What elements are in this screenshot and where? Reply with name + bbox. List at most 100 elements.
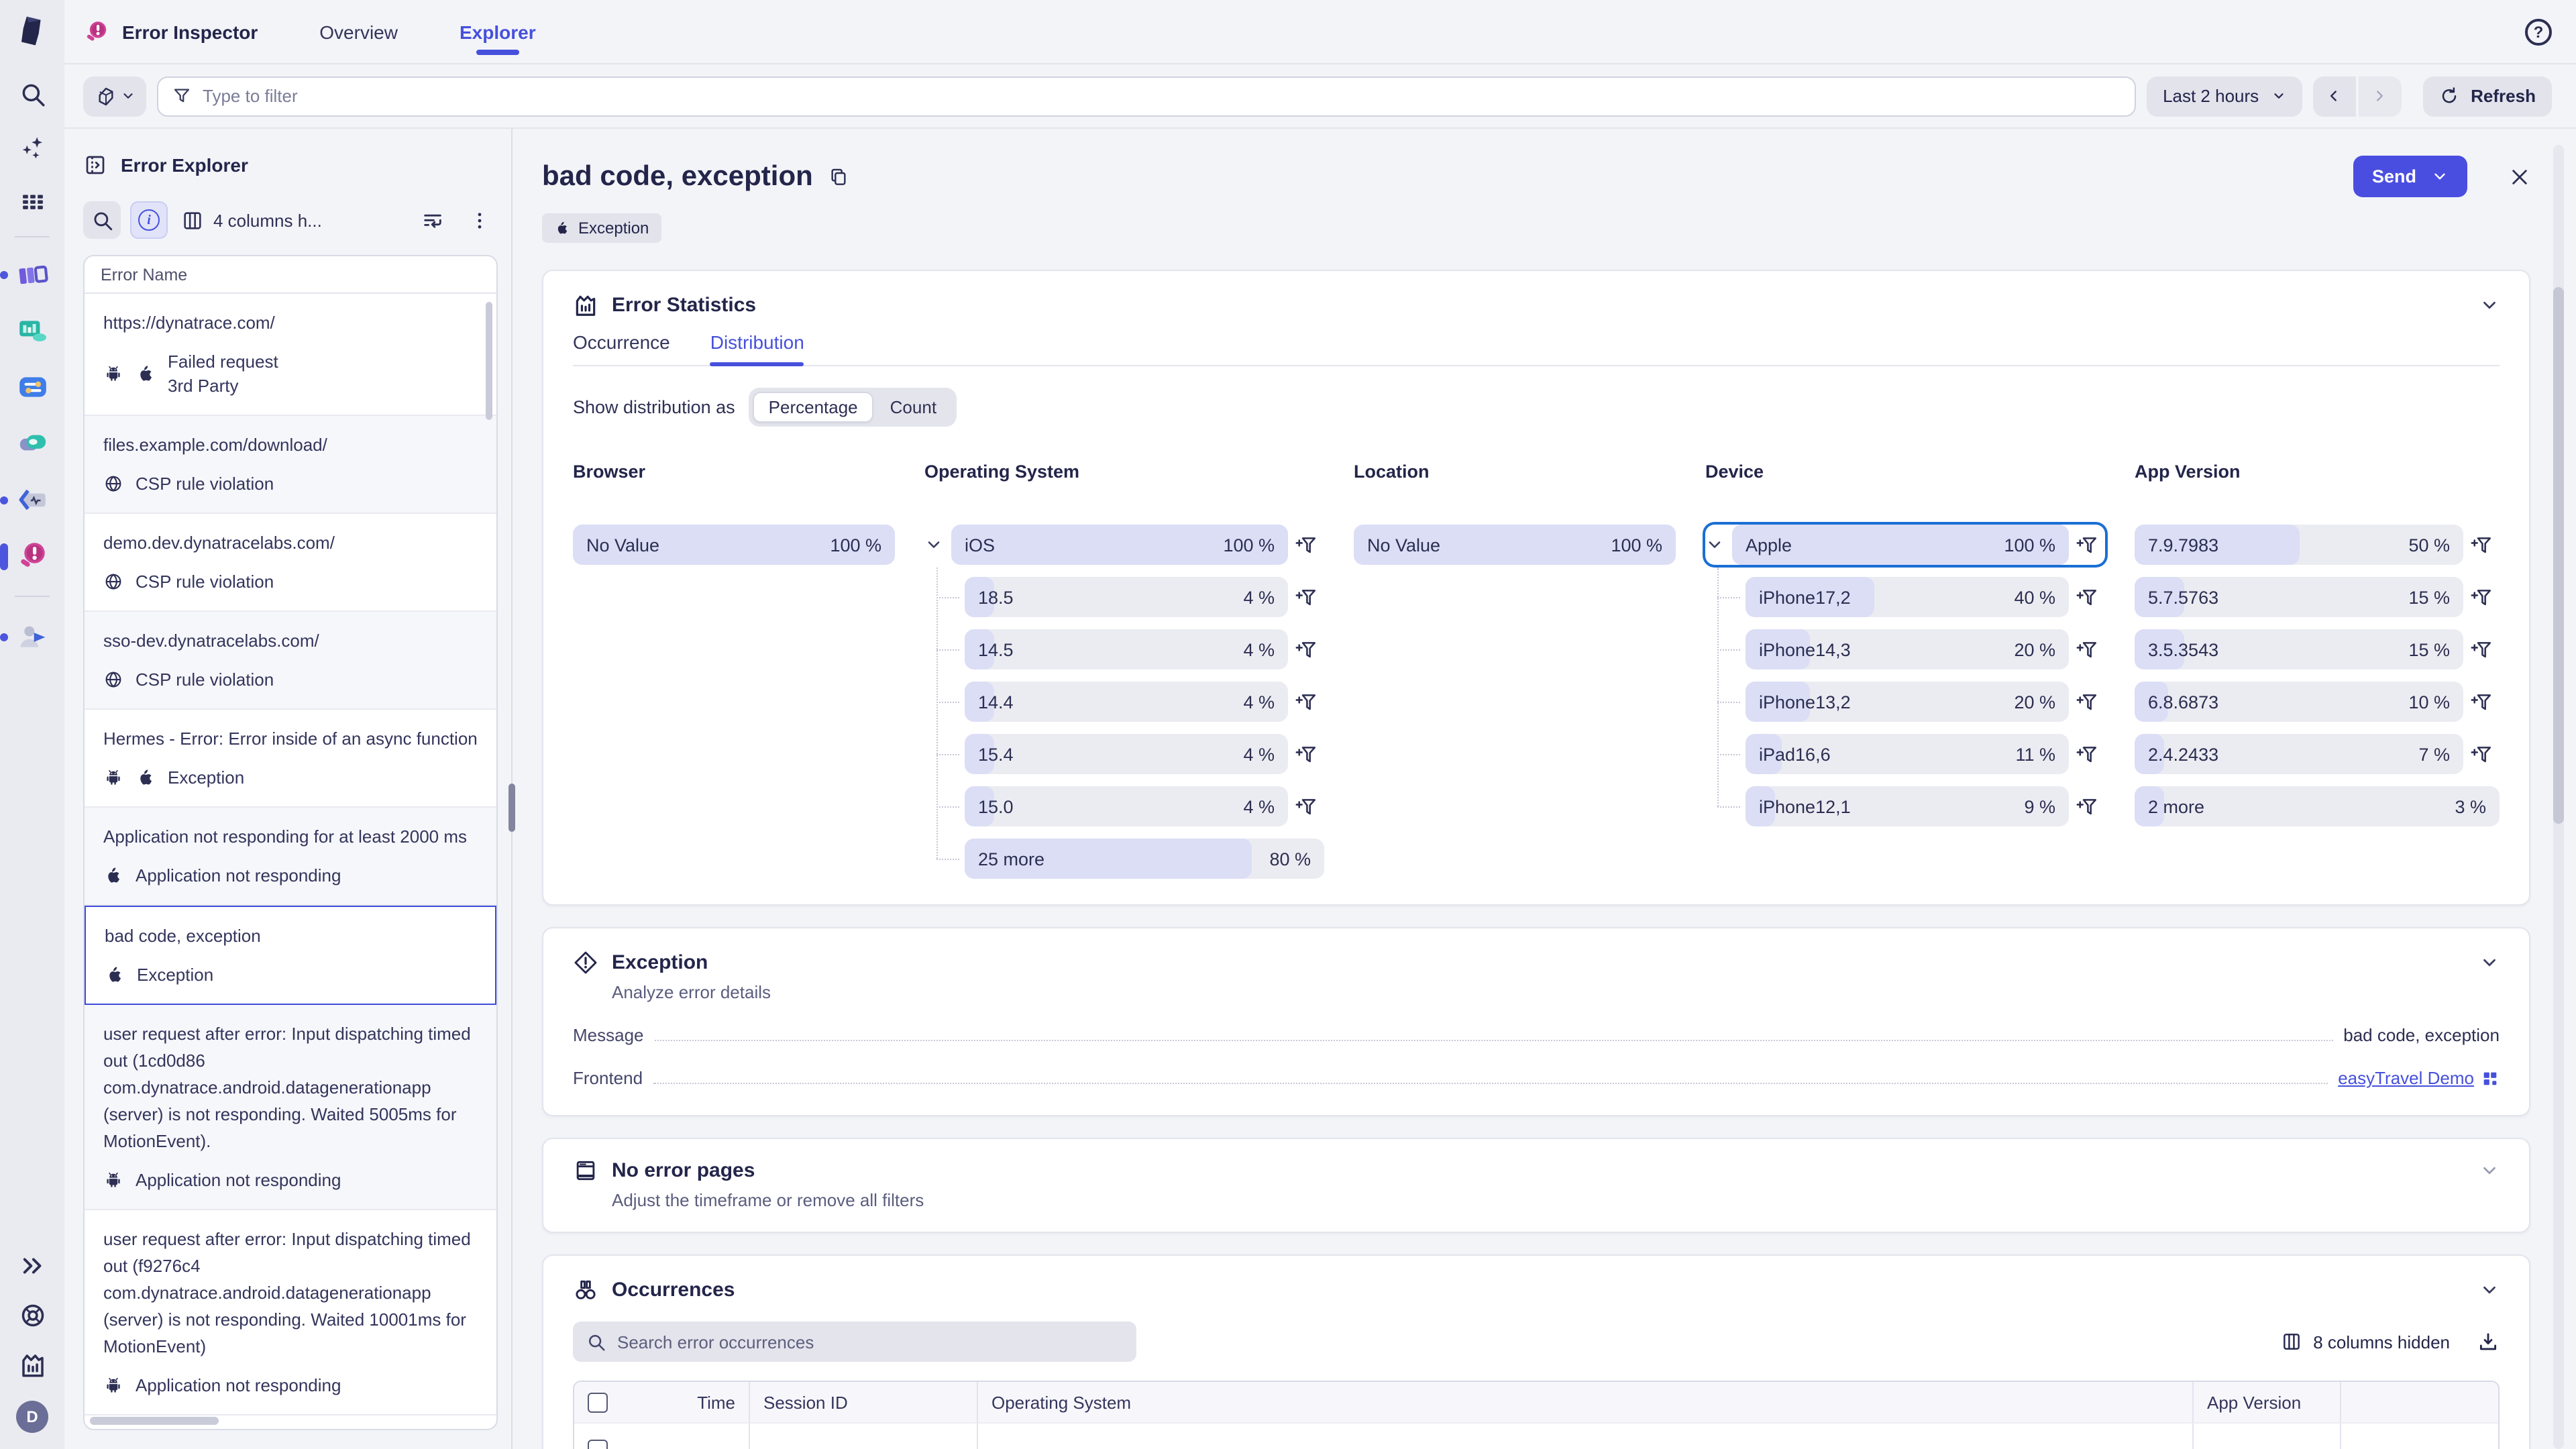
- error-list-item[interactable]: https://dynatrace.com/Failed request 3rd …: [85, 294, 496, 416]
- filter-add-icon[interactable]: [1288, 690, 1324, 713]
- frontend-link[interactable]: easyTravel Demo: [2338, 1068, 2500, 1088]
- dist-row[interactable]: 2 more 3 %: [2135, 786, 2500, 826]
- dist-row[interactable]: 5.7.5763 15 %: [2135, 577, 2500, 617]
- collapse-chevron-icon[interactable]: [2479, 1161, 2500, 1181]
- resize-handle[interactable]: [508, 784, 515, 832]
- timeframe-button[interactable]: Last 2 hours: [2147, 76, 2302, 116]
- vertical-scrollbar[interactable]: [486, 302, 492, 420]
- segment-count[interactable]: Count: [890, 397, 937, 417]
- format-button[interactable]: [413, 201, 451, 239]
- filter-add-icon[interactable]: [1288, 533, 1324, 556]
- close-icon[interactable]: [2509, 166, 2530, 187]
- horizontal-scrollbar[interactable]: [90, 1417, 219, 1425]
- error-list-item[interactable]: Application not responding for at least …: [85, 807, 496, 906]
- chevron-down-icon[interactable]: [1705, 535, 1732, 554]
- columns-hidden-button[interactable]: 4 columns h...: [177, 209, 326, 231]
- apps-grid-icon[interactable]: [18, 188, 46, 216]
- info-button[interactable]: i: [130, 201, 168, 239]
- column-header-session-id[interactable]: Session ID: [749, 1382, 977, 1422]
- collapse-chevron-icon[interactable]: [2479, 953, 2500, 973]
- tab-explorer[interactable]: Explorer: [460, 0, 536, 64]
- columns-hidden-button[interactable]: 8 columns hidden: [2281, 1331, 2450, 1352]
- filter-add-icon[interactable]: [2069, 690, 2105, 713]
- dist-row[interactable]: iPhone14,3 20 %: [1717, 629, 2105, 669]
- panel-scrollbar-thumb[interactable]: [2553, 287, 2564, 824]
- column-header-operating-system[interactable]: Operating System: [977, 1382, 2192, 1422]
- send-button[interactable]: Send: [2353, 156, 2467, 197]
- dist-row[interactable]: 14.4 4 %: [936, 682, 1324, 722]
- collapse-chevron-icon[interactable]: [2479, 295, 2500, 315]
- error-list-item[interactable]: files.example.com/download/CSP rule viol…: [85, 415, 496, 514]
- error-list-item[interactable]: demo.dev.dynatracelabs.com/CSP rule viol…: [85, 514, 496, 612]
- dist-row[interactable]: 25 more 80 %: [936, 839, 1324, 879]
- filter-add-icon[interactable]: [2069, 795, 2105, 818]
- dist-row[interactable]: 2.4.2433 7 %: [2135, 734, 2500, 774]
- filter-add-icon[interactable]: [2463, 586, 2500, 608]
- copy-icon[interactable]: [828, 166, 849, 187]
- search-icon[interactable]: [18, 80, 46, 109]
- filter-add-icon[interactable]: [2463, 690, 2500, 713]
- chart-icon[interactable]: [18, 1351, 46, 1379]
- row-checkbox[interactable]: [588, 1440, 608, 1449]
- scope-selector-button[interactable]: [83, 76, 146, 116]
- toggles-app-icon[interactable]: [15, 370, 49, 404]
- table-row[interactable]: [574, 1422, 2498, 1449]
- app-chip[interactable]: Error Inspector: [83, 18, 258, 45]
- error-list-item[interactable]: user request after error: Input dispatch…: [85, 1210, 496, 1415]
- dist-row[interactable]: 14.5 4 %: [936, 629, 1324, 669]
- column-header-time[interactable]: Time: [697, 1392, 735, 1412]
- filter-add-icon[interactable]: [2069, 586, 2105, 608]
- dist-row[interactable]: iOS 100 %: [924, 525, 1324, 565]
- help-lifebuoy-icon[interactable]: [18, 1301, 46, 1330]
- dist-row[interactable]: No Value 100 %: [573, 525, 895, 565]
- filter-add-icon[interactable]: [2069, 743, 2105, 765]
- chevron-down-icon[interactable]: [924, 535, 951, 554]
- filter-add-icon[interactable]: [2463, 533, 2500, 556]
- avatar[interactable]: D: [16, 1401, 48, 1433]
- occurrences-search-input[interactable]: [617, 1332, 1123, 1352]
- previous-timeframe-button[interactable]: [2312, 76, 2356, 116]
- filter-add-icon[interactable]: [2463, 638, 2500, 661]
- filter-add-icon[interactable]: [1288, 638, 1324, 661]
- error-list-item[interactable]: Hermes - Error: Error inside of an async…: [85, 710, 496, 808]
- code-app-icon[interactable]: [0, 483, 49, 517]
- next-timeframe-button[interactable]: [2358, 76, 2402, 116]
- error-list-item[interactable]: user request after error: Input dispatch…: [85, 1004, 496, 1210]
- filter-add-icon[interactable]: [1288, 743, 1324, 765]
- dist-row[interactable]: 6.8.6873 10 %: [2135, 682, 2500, 722]
- user-sessions-app-icon[interactable]: [0, 620, 49, 653]
- error-inspector-app-icon[interactable]: [0, 539, 49, 573]
- sparkles-icon[interactable]: [18, 134, 46, 162]
- filter-add-icon[interactable]: [2069, 638, 2105, 661]
- tab-occurrence[interactable]: Occurrence: [573, 331, 670, 353]
- download-icon[interactable]: [2477, 1330, 2500, 1353]
- filter-add-icon[interactable]: [2463, 743, 2500, 765]
- expand-icon[interactable]: [18, 1252, 46, 1280]
- analytics-app-icon[interactable]: [15, 314, 49, 347]
- more-options-button[interactable]: [460, 201, 498, 239]
- select-all-checkbox[interactable]: [588, 1392, 608, 1412]
- tab-overview[interactable]: Overview: [319, 21, 398, 42]
- dist-row[interactable]: 3.5.3543 15 %: [2135, 629, 2500, 669]
- dist-row[interactable]: 18.5 4 %: [936, 577, 1324, 617]
- dist-row[interactable]: 15.4 4 %: [936, 734, 1324, 774]
- column-header-app-version[interactable]: App Version: [2192, 1382, 2340, 1422]
- refresh-button[interactable]: Refresh: [2422, 76, 2552, 116]
- filter-add-icon[interactable]: [1288, 586, 1324, 608]
- filter-add-icon[interactable]: [1288, 795, 1324, 818]
- error-list-item[interactable]: sso-dev.dynatracelabs.com/CSP rule viola…: [85, 611, 496, 710]
- dist-row[interactable]: iPad16,6 11 %: [1717, 734, 2105, 774]
- dist-row[interactable]: No Value 100 %: [1354, 525, 1676, 565]
- dist-row[interactable]: iPhone12,1 9 %: [1717, 786, 2105, 826]
- collapse-chevron-icon[interactable]: [2479, 1280, 2500, 1300]
- dist-row[interactable]: Apple 100 %: [1705, 525, 2105, 565]
- filter-add-icon[interactable]: [2069, 533, 2105, 556]
- filter-input[interactable]: [203, 86, 2122, 106]
- dist-row[interactable]: iPhone17,2 40 %: [1717, 577, 2105, 617]
- boxes-app-icon[interactable]: [0, 258, 49, 291]
- error-list-item[interactable]: bad code, exception Exception: [85, 905, 496, 1005]
- segment-percentage[interactable]: Percentage: [752, 392, 874, 423]
- services-app-icon[interactable]: [15, 427, 49, 460]
- search-button[interactable]: [83, 201, 121, 239]
- dist-row[interactable]: 15.0 4 %: [936, 786, 1324, 826]
